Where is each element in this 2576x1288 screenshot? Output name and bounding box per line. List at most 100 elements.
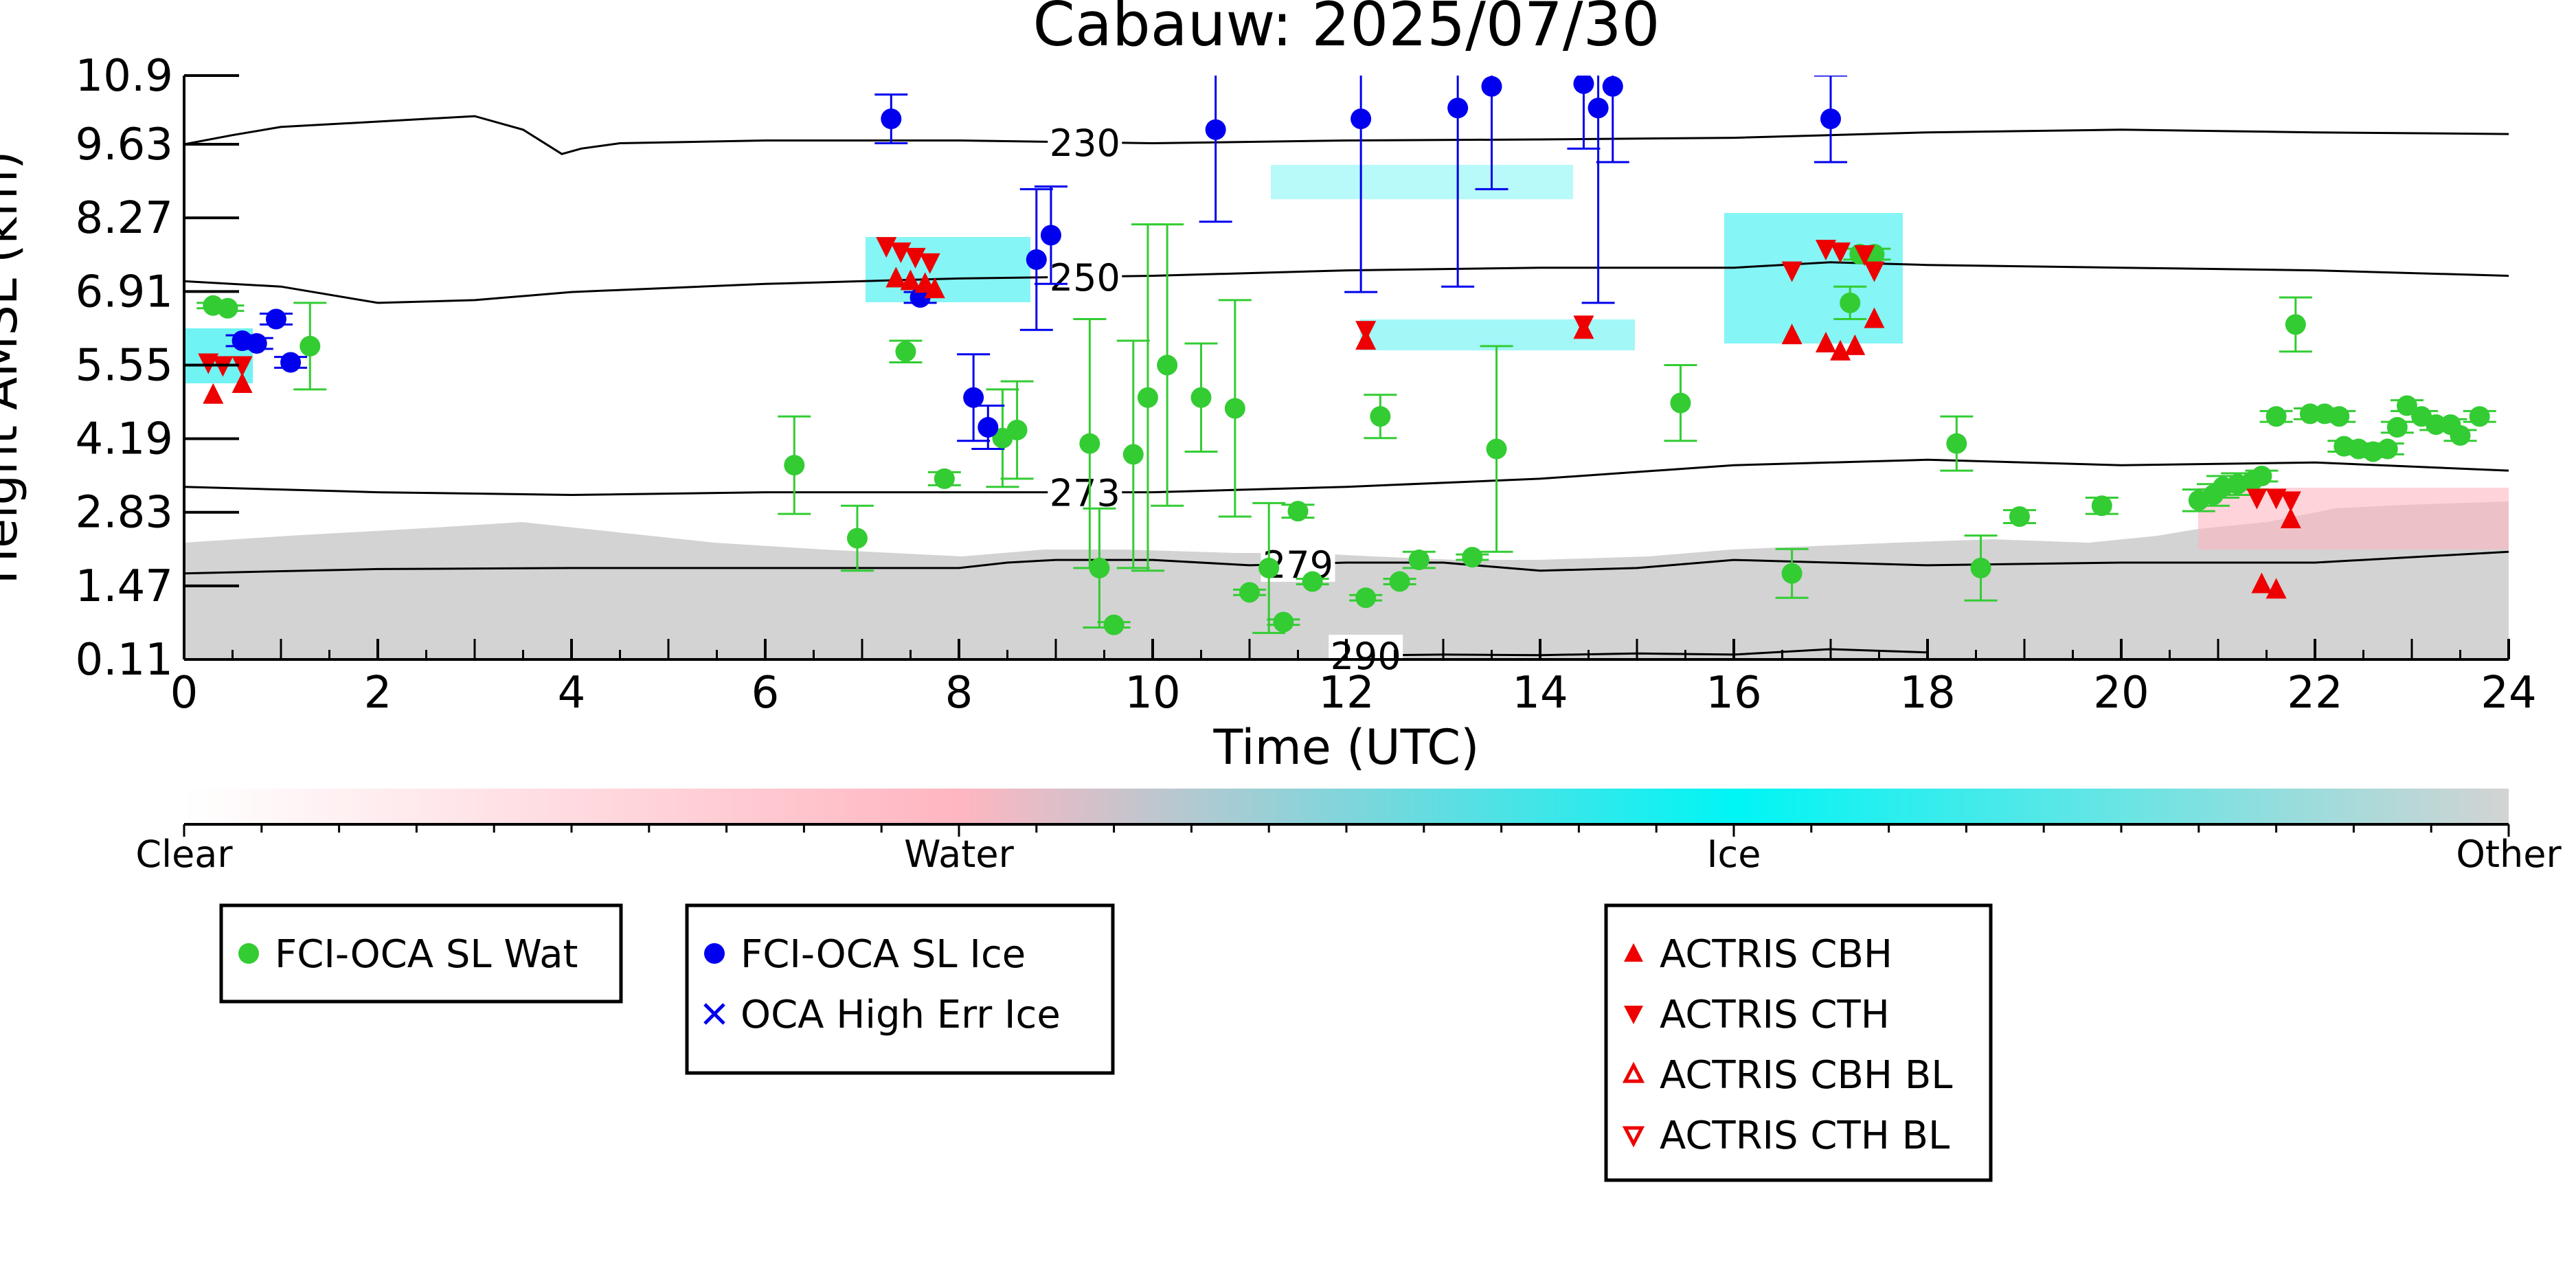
fci-oca-sl-ice-point [1026,249,1047,270]
actris-cth-point [1815,240,1836,261]
actris-cth-point [1864,261,1885,282]
x-tick-label: 6 [752,668,780,719]
x-tick-label: 14 [1512,668,1568,719]
actris-cth-point [2266,488,2287,510]
fci-oca-sl-wat-point [1089,557,1110,578]
fci-oca-sl-wat-point [1840,292,1861,313]
fci-oca-sl-wat-point [784,455,805,476]
actris-cbh-point [203,383,224,404]
contour-label: 290 [1331,635,1401,678]
actris-cbh-point [1815,331,1836,352]
actris-cbh-bl-legend-marker [1622,1061,1645,1083]
actris-cth-point [231,356,253,377]
fci-oca-sl-wat-point [2285,314,2306,335]
fci-oca-sl-ice-point [1573,76,1594,94]
actris-cth-point [1355,321,1377,342]
contour-label-bg [1048,256,1122,295]
x-tick-label: 22 [2287,668,2342,719]
chart-title: Cabauw: 2025/07/30 [1033,0,1660,60]
legend-label: ACTRIS CTH [1660,993,1890,1037]
cloud-phase-image [184,165,2509,659]
colorbar: Clear Water Ice Other [135,789,2562,876]
fci-oca-sl-wat-point [300,335,321,357]
fci-oca-sl-wat-point [1408,550,1430,571]
fci-oca-sl-wat-point [1239,582,1260,603]
actris-cth-legend-marker [1624,1006,1643,1024]
legend-box [1604,903,1993,1182]
colorbar-label: Other [2456,833,2562,876]
legend-label: FCI-OCA SL Ice [741,932,1026,977]
y-tick-label: 9.63 [76,120,174,170]
fci-oca-sl-ice-point [1588,98,1609,119]
fci-oca-sl-wat-point [1486,438,1507,460]
fci-oca-sl-ice-point [1040,225,1061,246]
contour-label-bg [1048,122,1122,161]
fci-oca-sl-wat-point [2377,438,2398,460]
fci-oca-sl-ice-point [1481,76,1502,97]
fci-oca-sl-wat-point [2426,414,2447,436]
fci-oca-sl-wat-point [1781,563,1803,584]
x-tick-label: 18 [1899,668,1955,719]
actris-cth-point [2280,491,2301,512]
actris-cth-bl-legend-marker [1622,1126,1645,1148]
fci-oca-sl-ice-point [1205,119,1226,140]
fci-oca-sl-wat-point [1103,614,1125,635]
fci-oca-sl-wat-legend-marker [238,943,259,964]
contour-line [184,550,2509,575]
actris-cth-point [1830,242,1851,264]
y-tick-label: 5.55 [76,340,174,391]
x-tick-label: 12 [1318,668,1374,719]
x-tick-label: 8 [945,668,973,719]
actris-cbh-point [2251,572,2272,594]
contour-label: 250 [1050,256,1120,300]
actris-cbh-point [900,269,921,291]
fci-oca-sl-wat-point [1287,501,1309,522]
actris-cth-point [919,253,940,274]
colorbar-labels: Clear Water Ice Other [135,833,2562,876]
fci-oca-sl-wat-point [2091,495,2112,517]
fci-oca-sl-wat-point [2266,406,2287,427]
fci-oca-sl-wat-point [1079,433,1100,454]
fci-oca-sl-wat-point [1970,557,1991,578]
contour-line [184,115,2509,155]
fci-oca-sl-wat-point [2396,395,2417,416]
x-tick-label: 4 [558,668,586,719]
contour-label: 230 [1050,122,1120,165]
fci-oca-sl-ice-point [1351,109,1372,130]
legend-label: OCA High Err Ice [741,993,1061,1037]
x-axis-label: Time (UTC) [1213,719,1480,776]
x-axis-ticks: 0 2 4 6 8 10 12 14 16 18 20 22 24 [170,639,2537,719]
fci-oca-sl-ice-point [1602,76,1623,97]
fci-oca-sl-wat-point [1258,557,1280,578]
colorbar-label: Clear [135,833,233,876]
fci-oca-sl-wat-point [1137,387,1158,408]
contour-label-bg [1048,471,1122,510]
fci-oca-sl-wat-point [1389,571,1410,592]
ice-cloud-patch-high [1271,165,1573,199]
x-tick-label: 2 [364,668,392,719]
y-tick-label: 0.11 [76,635,174,686]
fci-oca-sl-wat-point [2251,465,2272,486]
fci-oca-sl-wat-point [1946,433,1967,454]
fci-oca-sl-wat-point [2386,417,2408,438]
actris-cth-point [1854,245,1875,266]
legends: FCI-OCA SL Wat FCI-OCA SL Ice OCA High Err… [219,903,1993,1182]
fci-oca-sl-wat-point [1122,444,1144,465]
actris-cbh-point [924,278,945,299]
actris-cth-point [1573,315,1594,337]
fci-oca-sl-wat-point [1273,611,1294,633]
fci-oca-sl-ice-point [1447,98,1469,119]
actris-cbh-point [2280,507,2301,528]
actris-cth-point [905,247,926,269]
fci-oca-sl-wat-point [2299,403,2320,425]
y-axis-ticks: 0.11 1.47 2.83 4.19 5.55 6.91 8.27 9.63 10.9 [76,51,239,686]
fci-oca-sl-wat-point [1370,406,1391,427]
actris-cbh-point [885,267,907,288]
actris-cbh-point [1781,324,1803,345]
water-cloud-patch-evening [2198,488,2509,550]
data-markers [198,76,2490,635]
fci-oca-sl-wat-point [934,468,955,489]
fci-oca-sl-wat-point [1224,398,1245,419]
actris-cbh-point [1830,339,1851,361]
